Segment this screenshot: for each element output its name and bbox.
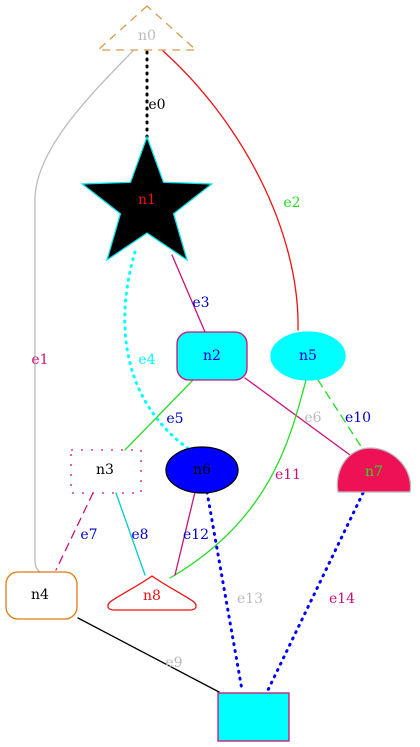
edge-e4 (123, 250, 192, 452)
edge-label-e8: e8 (131, 527, 148, 543)
node-shape-n3 (70, 449, 142, 494)
edge-label-e12: e12 (183, 527, 209, 543)
node-n3: n3 (70, 449, 142, 494)
node-shape-n7 (336, 447, 412, 493)
node-shape-n8 (107, 575, 197, 611)
node-label-n4: n4 (31, 587, 49, 603)
edge-e11 (169, 379, 307, 579)
edge-e3 (171, 254, 206, 333)
edge-label-e9: e9 (165, 655, 182, 671)
node-shape-n2 (176, 331, 248, 381)
node-label-n3: n3 (96, 462, 114, 478)
node-n7: n7 (336, 447, 412, 493)
node-n6: n6 (165, 446, 239, 494)
edge-e13 (205, 490, 244, 692)
edge-label-e4: e4 (138, 352, 155, 368)
node-label-n2: n2 (203, 348, 221, 364)
edges-layer (34, 50, 365, 693)
edge-label-e7: e7 (80, 527, 97, 543)
node-shape-n4 (5, 571, 78, 620)
edge-label-e3: e3 (192, 295, 209, 311)
edge-label-e11: e11 (275, 467, 301, 483)
node-n2: n2 (176, 331, 248, 381)
node-label-n8: n8 (143, 588, 161, 604)
edge-e14 (266, 491, 365, 692)
edge-e1 (34, 50, 134, 573)
edge-e6 (244, 377, 351, 456)
node-n5: n5 (270, 331, 346, 381)
edge-label-e10: e10 (345, 410, 371, 426)
node-n1: n1 (80, 135, 214, 262)
node-label-n7: n7 (365, 464, 383, 480)
edge-e8 (115, 492, 146, 576)
nodes-layer: n0 n1 n2 n3 n4 n5 n6 n7 n8 (5, 5, 412, 742)
edge-label-e1: e1 (31, 352, 48, 368)
node-n8: n8 (107, 575, 197, 611)
node-n4: n4 (5, 571, 78, 620)
node-label-n0: n0 (138, 28, 156, 44)
node-label-n1: n1 (138, 192, 156, 208)
edge-e12 (174, 491, 196, 576)
node-shape-n9 (217, 692, 290, 742)
edge-e7 (55, 492, 94, 571)
edge-e9 (77, 617, 220, 693)
node-n0: n0 (96, 5, 198, 51)
edge-label-e6: e6 (304, 410, 321, 426)
edge-e5 (124, 379, 194, 451)
edge-label-e2: e2 (283, 195, 300, 211)
node-shape-n1 (80, 135, 214, 262)
node-shape-n6 (165, 446, 239, 494)
node-label-n5: n5 (299, 348, 317, 364)
node-label-n6: n6 (193, 462, 211, 478)
edge-label-e5: e5 (166, 411, 183, 427)
node-shape-n5 (270, 331, 346, 381)
edge-e10 (317, 379, 363, 449)
labels-layer: e0 e1 e2 e3 e4 e5 e6 e7 e8 e9 e10 e11 e12 e13 e14 (31, 97, 371, 671)
node-n9 (217, 692, 290, 742)
edge-label-e13: e13 (237, 591, 263, 607)
edge-label-e14: e14 (329, 591, 355, 607)
edge-e2 (162, 50, 299, 331)
edge-label-e0: e0 (148, 97, 165, 113)
node-shape-n0 (96, 5, 198, 51)
